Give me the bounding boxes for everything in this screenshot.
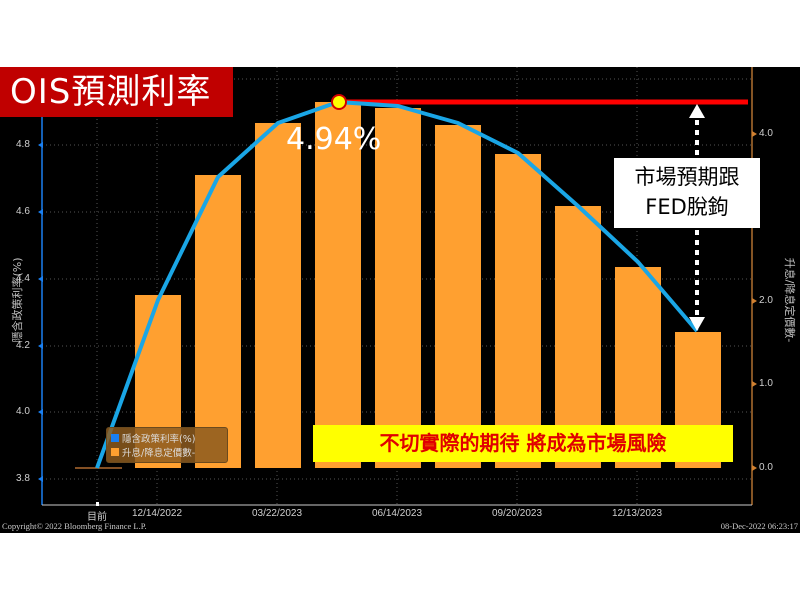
left-tick: 4.4	[16, 273, 30, 284]
annotation-line-1: 市場預期跟	[634, 165, 740, 189]
orange-square-icon	[111, 448, 119, 456]
left-tick-marks	[38, 142, 43, 482]
left-tick: 4.8	[16, 139, 30, 150]
x-tick: 09/20/2023	[491, 508, 543, 519]
right-tick: 4.0	[759, 128, 773, 139]
timestamp-text: 08-Dec-2022 06:23:17	[720, 521, 798, 531]
chart-legend: 隱含政策利率(%) 升息/降息定價數-	[106, 427, 228, 463]
x-tick: 目前	[87, 512, 107, 523]
right-tick: 0.0	[759, 462, 773, 473]
copyright-text: Copyright© 2022 Bloomberg Finance L.P.	[2, 521, 147, 531]
legend-label: 隱含政策利率(%)	[122, 434, 196, 445]
left-tick: 4.2	[16, 340, 30, 351]
x-tick: 12/14/2022	[131, 508, 183, 519]
left-tick: 3.8	[16, 473, 30, 484]
blue-square-icon	[111, 434, 119, 442]
peak-dot	[331, 94, 347, 110]
annotation-line-2: FED脫鉤	[645, 195, 729, 219]
peak-value-label: 4.94%	[286, 122, 382, 157]
legend-item-implied-rate: 隱含政策利率(%)	[111, 431, 223, 445]
right-tick: 1.0	[759, 378, 773, 389]
x-tick: 03/22/2023	[251, 508, 303, 519]
chart-title: OIS預測利率	[0, 67, 233, 117]
left-tick: 4.6	[16, 206, 30, 217]
legend-item-hikes-priced: 升息/降息定價數-	[111, 445, 223, 459]
legend-label: 升息/降息定價數-	[122, 448, 196, 459]
left-tick: 4.0	[16, 406, 30, 417]
left-axis-label: 隱含政策利率(%)	[11, 257, 24, 343]
right-axis-label: 升息/降息定價數-	[783, 257, 796, 343]
divergence-arrow	[689, 104, 705, 331]
bars	[135, 102, 721, 468]
x-tick: 06/14/2023	[371, 508, 423, 519]
implied-rate-line	[95, 100, 699, 469]
risk-warning-banner: 不切實際的期待 將成為市場風險	[313, 425, 733, 462]
x-tick: 12/13/2023	[611, 508, 663, 519]
right-tick: 2.0	[759, 295, 773, 306]
divergence-annotation: 市場預期跟 FED脫鉤	[614, 158, 760, 228]
